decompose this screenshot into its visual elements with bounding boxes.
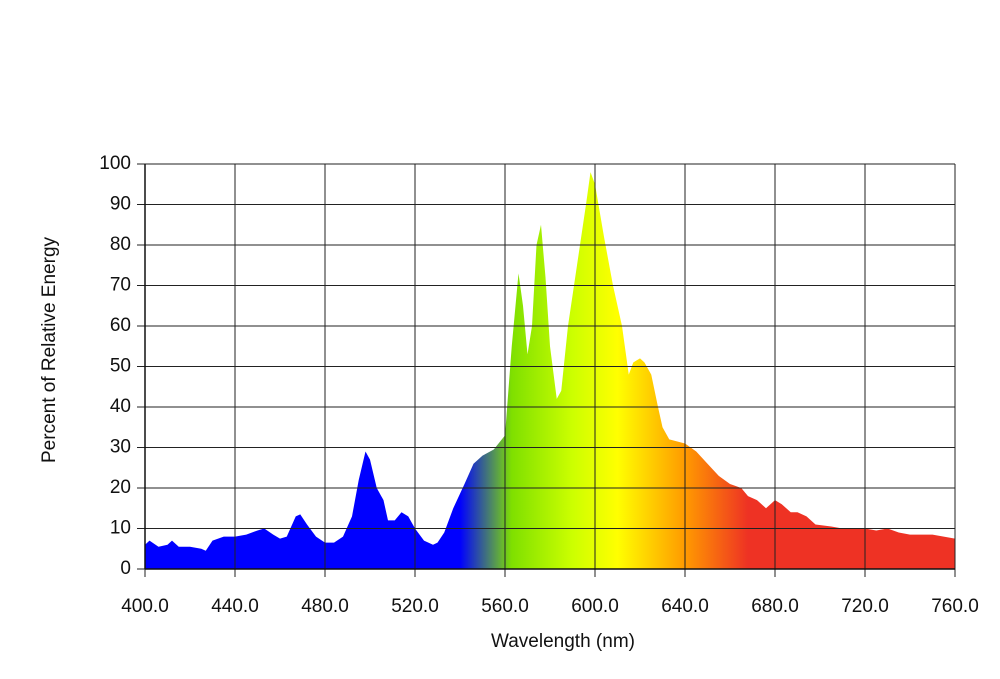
x-tick-label: 480.0 [301, 596, 349, 617]
x-tick-label: 760.0 [931, 596, 979, 617]
x-tick-label: 400.0 [121, 596, 169, 617]
y-tick-label: 30 [110, 437, 131, 458]
y-tick-label: 90 [110, 194, 131, 215]
y-axis-label: Percent of Relative Energy [39, 237, 60, 464]
x-tick-label: 600.0 [571, 596, 619, 617]
x-tick-label: 640.0 [661, 596, 709, 617]
x-tick-label: 440.0 [211, 596, 259, 617]
y-tick-label: 20 [110, 477, 131, 498]
x-tick-label: 560.0 [481, 596, 529, 617]
y-tick-label: 80 [110, 234, 131, 255]
x-axis-label: Wavelength (nm) [491, 631, 635, 652]
y-tick-label: 50 [110, 356, 131, 377]
y-tick-label: 70 [110, 275, 131, 296]
x-tick-label: 720.0 [841, 596, 889, 617]
x-tick-label: 680.0 [751, 596, 799, 617]
spectrum-area [145, 172, 955, 569]
y-tick-label: 100 [99, 153, 131, 174]
y-tick-label: 10 [110, 518, 131, 539]
x-tick-label: 520.0 [391, 596, 439, 617]
y-tick-label: 60 [110, 315, 131, 336]
y-tick-label: 40 [110, 396, 131, 417]
y-tick-label: 0 [120, 558, 131, 579]
